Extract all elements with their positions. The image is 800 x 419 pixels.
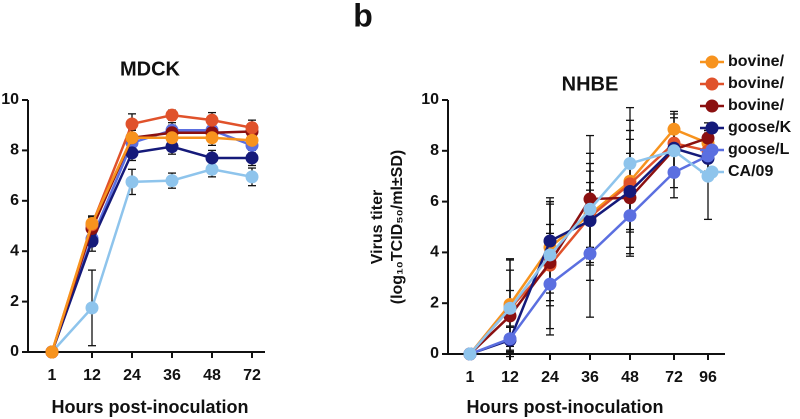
data-point	[205, 162, 219, 176]
data-point	[125, 175, 139, 189]
y-tick-label: 2	[430, 294, 439, 311]
data-point	[583, 247, 597, 261]
series-line	[51, 168, 253, 353]
data-point	[583, 192, 597, 206]
y-tick-label: 0	[430, 345, 439, 362]
data-point	[205, 113, 219, 127]
data-point	[623, 209, 637, 223]
x-tick-label: 96	[699, 369, 717, 386]
data-point	[245, 133, 259, 147]
data-point	[165, 108, 179, 122]
data-point	[667, 165, 681, 179]
data-point	[245, 170, 259, 184]
y-axis-label: Virus titer	[369, 190, 386, 264]
chart-title: NHBE	[562, 73, 619, 95]
x-tick-label: 48	[203, 367, 221, 384]
y-tick-label: 8	[10, 142, 19, 159]
y-axis-label: (log₁₀TCID₅₀/ml±SD)	[389, 150, 406, 304]
data-point	[125, 117, 139, 131]
data-point	[125, 146, 139, 160]
data-point	[245, 121, 259, 135]
data-point	[165, 131, 179, 145]
x-tick-label: 36	[163, 367, 181, 384]
data-point	[583, 202, 597, 216]
x-tick-label: 1	[48, 367, 57, 384]
data-point	[583, 214, 597, 228]
data-point	[165, 174, 179, 188]
data-point	[205, 131, 219, 145]
legend-label: bovine/	[728, 97, 785, 114]
legend-label: bovine/	[728, 75, 785, 92]
data-point	[503, 332, 517, 346]
data-point	[543, 248, 557, 262]
data-point	[245, 151, 259, 165]
y-tick-label: 10	[421, 91, 439, 108]
data-point	[463, 347, 477, 361]
chart-title: MDCK	[120, 58, 181, 80]
panel-letter: b	[353, 0, 373, 33]
data-point	[543, 234, 557, 248]
x-tick-label: 1	[466, 369, 475, 386]
data-point	[623, 157, 637, 170]
x-tick-label: 12	[501, 369, 519, 386]
x-tick-label: 36	[581, 369, 599, 386]
data-point	[85, 216, 99, 230]
legend-label: bovine/	[728, 53, 785, 70]
x-tick-label: 72	[243, 367, 261, 384]
y-tick-label: 4	[10, 242, 19, 259]
series-line	[50, 145, 252, 353]
y-tick-label: 6	[10, 192, 19, 209]
y-tick-label: 10	[1, 91, 19, 108]
data-point	[205, 151, 219, 165]
legend-label: goose/K	[728, 119, 792, 136]
data-point	[45, 345, 59, 359]
x-tick-label: 24	[541, 369, 559, 386]
y-tick-label: 0	[10, 343, 19, 360]
x-tick-label: 48	[621, 369, 639, 386]
data-point	[623, 184, 637, 198]
data-point	[543, 277, 557, 291]
y-tick-label: 2	[10, 293, 19, 310]
x-tick-label: 24	[123, 367, 141, 384]
data-point	[667, 144, 681, 158]
legend-label: goose/L	[728, 141, 790, 158]
x-axis-label: Hours post-inoculation	[467, 397, 664, 417]
y-tick-label: 6	[430, 193, 439, 210]
data-point	[85, 301, 99, 315]
data-point	[701, 131, 715, 145]
legend-label: CA/09	[728, 163, 773, 180]
data-point	[503, 301, 517, 315]
x-tick-label: 72	[665, 369, 683, 386]
y-tick-label: 8	[430, 142, 439, 159]
data-point	[125, 131, 139, 145]
series-line	[50, 136, 253, 353]
data-point	[667, 122, 681, 136]
x-axis-label: Hours post-inoculation	[52, 397, 249, 417]
x-tick-label: 12	[83, 367, 101, 384]
y-tick-label: 4	[430, 244, 439, 261]
